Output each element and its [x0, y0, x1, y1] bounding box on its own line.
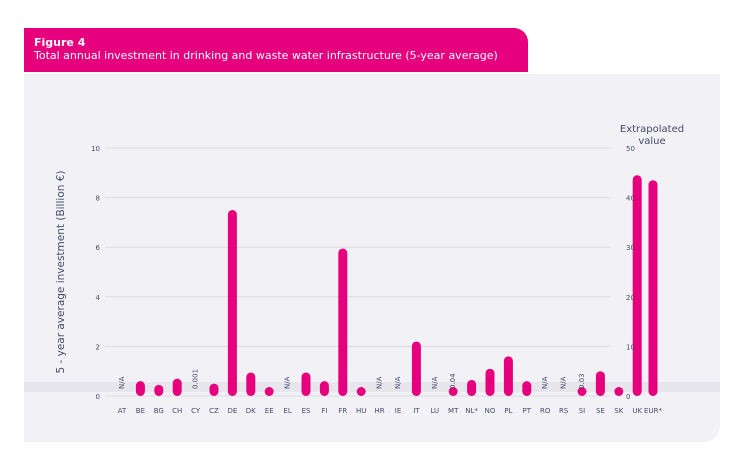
- bar-nl: [467, 379, 477, 396]
- figure-label: Figure 4: [34, 36, 86, 49]
- bar-dk: [246, 372, 256, 396]
- x-tick-label: SI: [579, 407, 586, 415]
- y-tick-label: 10: [91, 145, 100, 153]
- y2-tick-label: 0: [626, 393, 630, 401]
- x-tick-label: PL: [504, 407, 512, 415]
- x-tick-label: PT: [523, 407, 532, 415]
- x-tick-label: LU: [430, 407, 439, 415]
- x-tick-label: DK: [246, 407, 256, 415]
- y2-tick-label: 40: [626, 195, 635, 203]
- data-label: N/A: [560, 376, 568, 389]
- x-tick-label: FI: [321, 407, 327, 415]
- y2-tick-label: 50: [626, 145, 635, 153]
- data-label: N/A: [118, 376, 126, 389]
- x-tick-label: HR: [375, 407, 385, 415]
- bar-pt: [522, 381, 532, 396]
- bar-cz: [209, 383, 219, 396]
- bar-bg: [154, 384, 164, 396]
- x-tick-label: RS: [559, 407, 569, 415]
- bar-se: [595, 371, 605, 396]
- x-tick-label: SE: [596, 407, 605, 415]
- data-label: N/A: [284, 376, 292, 389]
- figure-title: Total annual investment in drinking and …: [34, 49, 498, 62]
- bar-be: [135, 381, 145, 396]
- bar-ee: [264, 387, 274, 396]
- y2-tick-label: 30: [626, 244, 635, 252]
- bar-de: [227, 210, 237, 396]
- x-tick-label: BG: [154, 407, 164, 415]
- bar-fr: [338, 248, 348, 396]
- data-label: 0.04: [449, 373, 457, 389]
- x-tick-label: UK: [632, 407, 642, 415]
- x-tick-label: MT: [448, 407, 459, 415]
- bar-no: [485, 368, 495, 396]
- x-tick-label: SK: [614, 407, 623, 415]
- data-label: N/A: [431, 376, 439, 389]
- bar-si: [577, 387, 587, 396]
- x-tick-label: FR: [338, 407, 347, 415]
- y2-tick-label: 20: [626, 294, 635, 302]
- bar-es: [301, 372, 311, 396]
- bar-sk: [614, 387, 624, 396]
- x-tick-label: DE: [227, 407, 237, 415]
- x-tick-label: EE: [265, 407, 274, 415]
- x-tick-label: IT: [413, 407, 420, 415]
- y-tick-label: 8: [96, 195, 100, 203]
- labels: 0 2 4 6 8 10 0 10 20 30 40 50 N/A AT BE BG CH 0.001 CY CZ DE…: [91, 145, 662, 415]
- bar-hu: [356, 387, 366, 396]
- y-tick-label: 4: [96, 294, 101, 302]
- x-tick-label: NO: [485, 407, 496, 415]
- data-label: N/A: [376, 376, 384, 389]
- x-tick-label: HU: [356, 407, 366, 415]
- bar-pl: [503, 356, 513, 396]
- bar-extrapolated: [648, 180, 658, 396]
- y-tick-label: 0: [96, 393, 100, 401]
- y2-tick-label: 10: [626, 343, 635, 351]
- figure-header: Figure 4 Total annual investment in drin…: [24, 28, 528, 72]
- data-label: N/A: [541, 376, 549, 389]
- x-tick-label: CY: [191, 407, 201, 415]
- y-axis-label: 5 - year average investment (Billion €): [55, 170, 67, 373]
- bars: [135, 175, 658, 396]
- y-tick-label: 2: [96, 343, 100, 351]
- x-tick-label: AT: [118, 407, 127, 415]
- x-tick-label: EL: [283, 407, 291, 415]
- data-label: 0.001: [192, 369, 200, 389]
- grid-lines: [24, 147, 720, 397]
- bar-uk: [632, 175, 642, 396]
- x-tick-label: CZ: [209, 407, 219, 415]
- data-label: 0.03: [578, 373, 586, 389]
- bar-it: [411, 341, 421, 396]
- baseline-band: [24, 382, 720, 392]
- x-tick-label: CH: [172, 407, 182, 415]
- y-tick-label: 6: [96, 244, 101, 252]
- x-tick-label: NL*: [465, 407, 478, 415]
- x-tick-label: EUR*: [644, 407, 662, 415]
- x-tick-label: BE: [136, 407, 145, 415]
- y2-axis-label: Extrapolated value: [620, 124, 684, 147]
- x-tick-label: RO: [540, 407, 551, 415]
- bar-ch: [172, 378, 182, 396]
- x-tick-label: IE: [395, 407, 402, 415]
- bar-mt: [448, 387, 458, 396]
- x-tick-label: ES: [302, 407, 311, 415]
- bar-fi: [319, 381, 329, 396]
- data-label: N/A: [394, 376, 402, 389]
